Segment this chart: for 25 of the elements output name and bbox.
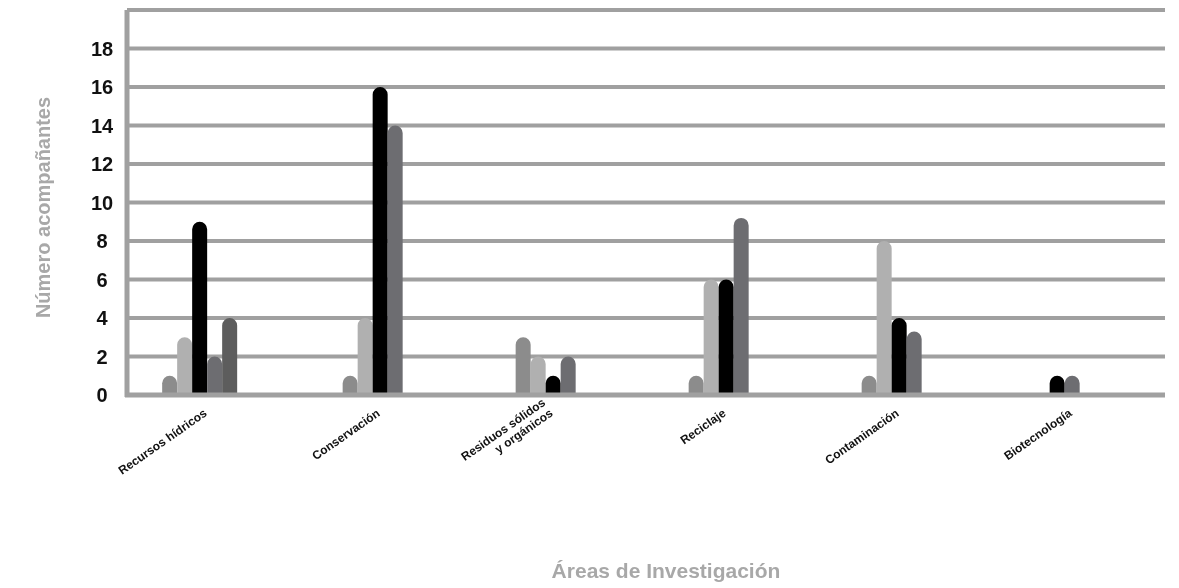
- y-axis-title: Número acompañantes: [32, 96, 54, 319]
- bar: [387, 125, 403, 395]
- y-tick-label: 14: [90, 114, 114, 137]
- bar: [733, 217, 749, 395]
- bar: [876, 241, 892, 395]
- bar: [530, 356, 546, 395]
- bar: [560, 356, 576, 395]
- bar: [357, 318, 373, 395]
- y-tick-label: 2: [96, 345, 108, 368]
- y-tick-label: 6: [96, 268, 108, 291]
- bar: [703, 279, 719, 395]
- bar: [891, 318, 907, 395]
- bar: [515, 337, 531, 395]
- bar: [718, 279, 734, 395]
- bar: [372, 87, 388, 395]
- y-tick-label: 18: [90, 37, 114, 60]
- x-axis-title: Áreas de Investigación: [551, 559, 781, 582]
- y-tick-label: 10: [90, 191, 114, 214]
- bar: [222, 318, 238, 395]
- bar: [906, 331, 922, 395]
- y-tick-label: 8: [96, 230, 108, 252]
- y-tick-label: 0: [96, 384, 108, 406]
- y-tick-label: 12: [90, 153, 114, 175]
- y-tick-label: 16: [90, 76, 114, 98]
- y-tick-label: 4: [96, 307, 109, 329]
